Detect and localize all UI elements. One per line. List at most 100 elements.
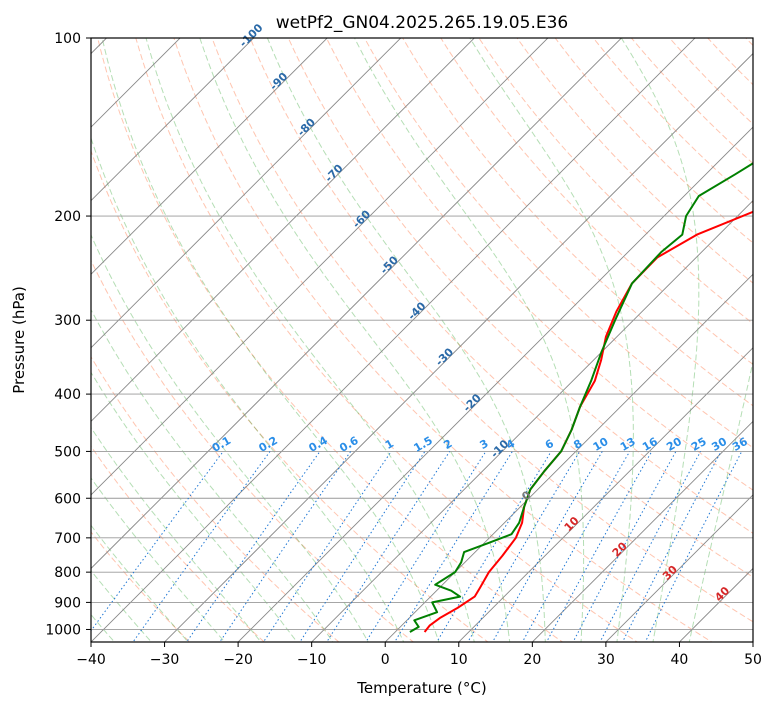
- moist-adiabat: [91, 371, 298, 642]
- isotherm: [458, 347, 753, 642]
- dry-adiabat: [173, 38, 713, 642]
- plot-frame: [90, 37, 754, 643]
- dry-adiabat: [771, 25, 775, 654]
- isotherm: [605, 494, 753, 642]
- mixing-ratio-line: [262, 451, 392, 642]
- x-tick-label: 20: [523, 652, 541, 668]
- moist-adiabat: [91, 233, 369, 642]
- dry-adiabat: [592, 38, 753, 204]
- mixing-ratio-line: [91, 451, 224, 632]
- x-tick-label: 30: [597, 652, 615, 668]
- isotherm: [384, 273, 753, 642]
- dry-adiabat: [135, 38, 639, 642]
- y-tick-label: 400: [54, 387, 81, 403]
- mixing-ratio-line: [521, 451, 631, 642]
- isotherm-label: -40: [405, 299, 428, 322]
- dry-adiabat: [707, 38, 753, 86]
- mixing-ratio-label: 6: [543, 437, 556, 452]
- isotherm-label: -30: [433, 345, 456, 368]
- y-axis-label: Pressure (hPa): [10, 286, 28, 394]
- moist-adiabat: [91, 569, 153, 642]
- moist-adiabat: [620, 38, 700, 642]
- y-tick-label: 900: [54, 595, 81, 611]
- isotherm: [91, 38, 255, 202]
- isotherm: [237, 126, 753, 642]
- isotherm: [91, 38, 402, 349]
- dry-adiabat: [363, 38, 753, 449]
- mixing-ratio-line: [185, 451, 321, 642]
- isotherm-label: 30: [660, 563, 680, 583]
- dry-adiabat: [91, 149, 489, 642]
- x-tick-label: 50: [744, 652, 762, 668]
- x-tick-label: −40: [76, 652, 106, 668]
- isotherm: [91, 38, 549, 496]
- dry-adiabat: [745, 38, 753, 47]
- isotherm: [91, 38, 696, 642]
- series-line-dewpoint: [409, 162, 753, 633]
- x-tick-label: −30: [150, 652, 180, 668]
- profile-lines: [409, 162, 753, 633]
- background-lines: [91, 25, 775, 654]
- dry-adiabat: [211, 38, 753, 623]
- isotherm-label: 40: [712, 584, 732, 604]
- mixing-ratio-line: [436, 451, 552, 642]
- dry-adiabat: [516, 38, 753, 284]
- dry-adiabat: [91, 355, 340, 642]
- y-tick-label: 300: [54, 313, 81, 329]
- moist-adiabat: [688, 359, 753, 642]
- isotherm: [752, 641, 753, 642]
- mixing-ratio-line: [572, 451, 677, 642]
- moist-adiabat: [91, 136, 405, 642]
- isotherm-label: -20: [461, 391, 484, 414]
- isotherm: [91, 38, 623, 570]
- x-tick-label: 10: [450, 652, 468, 668]
- isotherm: [531, 420, 753, 642]
- isotherm: [163, 52, 753, 642]
- mixing-ratio-line: [299, 451, 426, 642]
- x-tick-label: 0: [381, 652, 390, 668]
- isotherm: [311, 200, 753, 642]
- mixing-ratio-line: [326, 451, 451, 642]
- isotherm-label: -90: [267, 70, 290, 93]
- isotherm: [91, 38, 475, 422]
- dry-adiabat: [440, 38, 753, 365]
- moist-adiabat: [353, 38, 585, 642]
- y-tick-label: 1000: [45, 622, 81, 638]
- moist-adiabat: [91, 477, 226, 642]
- y-tick-label: 500: [54, 444, 81, 460]
- moist-adiabat: [91, 308, 334, 642]
- isotherm: [91, 38, 328, 275]
- x-axis-label: Temperature (°C): [356, 679, 486, 697]
- dry-adiabat: [554, 38, 753, 244]
- isotherm-label: -100: [237, 21, 266, 50]
- y-tick-label: 100: [54, 31, 81, 47]
- mixing-ratio-line: [394, 451, 513, 642]
- dry-adiabat: [287, 38, 753, 534]
- mixing-ratio-line: [546, 451, 653, 642]
- mixing-ratio-line: [644, 451, 743, 642]
- moist-adiabat: [199, 38, 511, 642]
- isotherm-label: 20: [610, 539, 630, 559]
- mixing-ratio-line: [219, 451, 352, 642]
- dry-adiabat: [91, 259, 415, 642]
- moist-adiabat: [91, 426, 262, 642]
- mixing-ratio-line: [467, 451, 581, 642]
- dry-adiabat: [478, 38, 753, 325]
- mixing-ratio-label: 2: [441, 437, 454, 452]
- y-tick-label: 700: [54, 531, 81, 547]
- mixing-ratio-label: 1: [383, 437, 396, 452]
- y-tick-label: 200: [54, 209, 81, 225]
- x-tick-label: −10: [297, 652, 327, 668]
- y-tick-label: 800: [54, 565, 81, 581]
- series-line-temperature: [423, 210, 753, 633]
- moist-adiabat: [101, 38, 440, 642]
- axes: −40 −30 −20 −10 0 10 20 30 40 50 1000 900 800 700 600 5…: [45, 31, 762, 668]
- dry-adiabat: [402, 38, 753, 407]
- isotherm: [678, 567, 753, 642]
- dry-adiabat: [91, 445, 265, 642]
- moist-adiabat: [266, 38, 546, 642]
- dry-adiabat: [668, 38, 753, 125]
- x-tick-label: −20: [223, 652, 253, 668]
